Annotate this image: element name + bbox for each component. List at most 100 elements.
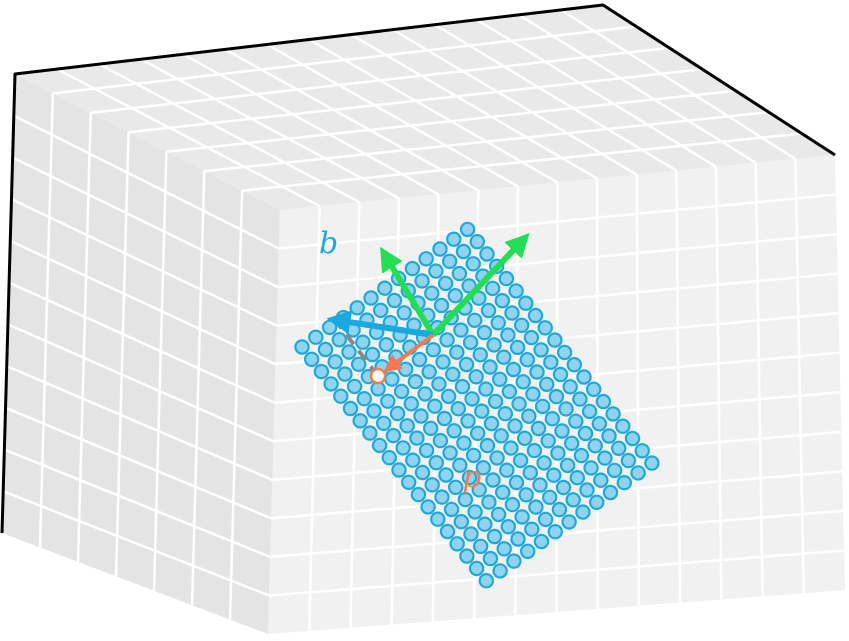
lattice-point: [514, 509, 530, 525]
lattice-point: [438, 467, 454, 483]
lattice-point: [464, 391, 480, 407]
lattice-point: [366, 403, 382, 419]
lattice-point: [467, 312, 483, 328]
lattice-point: [569, 470, 586, 486]
top-grid-vline: [140, 58, 400, 200]
lattice-point: [474, 403, 490, 419]
lattice-point: [520, 543, 536, 560]
left-grid-hline: [9, 239, 277, 366]
lattice-point: [458, 356, 475, 373]
lattice-point: [308, 329, 324, 345]
lattice-point: [514, 317, 530, 333]
lattice-point: [537, 511, 554, 528]
lattice-point: [589, 494, 605, 510]
lattice-point: [378, 337, 394, 353]
lattice-point: [363, 290, 379, 306]
lattice-point: [421, 364, 437, 380]
lattice-point: [490, 506, 507, 523]
lattice-point: [463, 526, 479, 542]
lattice-point: [371, 437, 388, 454]
lattice-point: [405, 452, 421, 468]
lattice-point: [453, 322, 469, 338]
lattice-point: [449, 536, 465, 552]
cube-top-edge: [0, 3, 836, 534]
lattice-point: [498, 270, 515, 287]
lattice-point: [551, 501, 568, 518]
lattice-point: [459, 548, 475, 564]
lattice-point: [536, 455, 552, 471]
lattice-point: [395, 440, 411, 456]
lattice-point: [615, 418, 631, 434]
lattice-point: [430, 511, 446, 527]
lattice-point: [462, 334, 479, 351]
front-grid-hline: [278, 193, 837, 250]
lattice-point: [487, 393, 504, 410]
lattice-point: [611, 440, 627, 456]
lattice-point: [381, 450, 397, 466]
lattice-point: [442, 253, 458, 269]
lattice-point: [448, 479, 464, 495]
lattice-point: [472, 347, 488, 363]
lattice-point: [478, 573, 494, 589]
lattice-point: [386, 292, 403, 309]
lattice-point: [537, 320, 553, 336]
lattice-point: [294, 339, 310, 355]
top-grid-vline: [308, 38, 559, 184]
left-grid-hline: [5, 406, 272, 520]
lattice-point: [544, 411, 561, 427]
lattice-point: [465, 447, 482, 464]
lattice-point: [428, 455, 444, 471]
lattice-point: [524, 521, 540, 537]
lattice-point: [527, 307, 544, 324]
lattice-point: [533, 533, 550, 550]
guide-line: [333, 318, 380, 378]
lattice-point: [522, 465, 539, 481]
lattice-point: [552, 366, 569, 383]
lattice-point: [554, 423, 570, 439]
lattice-point: [373, 302, 389, 318]
lattice-point: [317, 341, 334, 358]
top-grid-hline: [52, 25, 637, 95]
lattice-point: [431, 376, 447, 392]
front-grid-hline: [268, 549, 845, 597]
lattice-point: [547, 524, 564, 540]
lattice-point: [518, 295, 534, 311]
lattice-point: [468, 369, 484, 385]
lattice-point: [396, 305, 412, 321]
lattice-point: [511, 396, 527, 412]
lattice-point: [499, 462, 515, 478]
lattice-point: [411, 351, 428, 368]
lattice-point: [501, 383, 518, 400]
front-grid-vline: [754, 162, 764, 597]
lattice-point: [572, 391, 588, 407]
lattice-point: [508, 283, 524, 299]
lattice-point: [500, 519, 516, 535]
lattice-point: [401, 474, 417, 490]
lattice-point: [644, 455, 660, 471]
lattice-point: [558, 401, 574, 417]
lattice-point: [473, 538, 489, 555]
lattice-point: [341, 344, 357, 360]
lattice-point: [321, 319, 338, 336]
lattice-point: [436, 410, 453, 427]
lattice-point: [495, 484, 511, 500]
lattice-point: [550, 445, 566, 461]
lattice-point: [471, 482, 487, 498]
lattice-point: [576, 369, 592, 385]
top-grid-hline: [90, 46, 670, 115]
lattice-point: [346, 378, 363, 395]
lattice-point: [457, 491, 474, 508]
lattice-point: [433, 297, 450, 314]
lattice-point: [483, 415, 500, 432]
lattice-point: [605, 406, 621, 422]
lattice-point: [453, 514, 469, 530]
lattice-point: [427, 398, 443, 414]
lattice-point: [534, 398, 551, 415]
label-b: b: [319, 226, 338, 261]
lattice-point: [480, 302, 497, 319]
lattice-point: [470, 425, 486, 441]
label-p: p: [462, 460, 481, 495]
lattice-point: [471, 290, 487, 306]
front-grid-hline: [277, 232, 837, 289]
lattice-point: [356, 391, 372, 407]
